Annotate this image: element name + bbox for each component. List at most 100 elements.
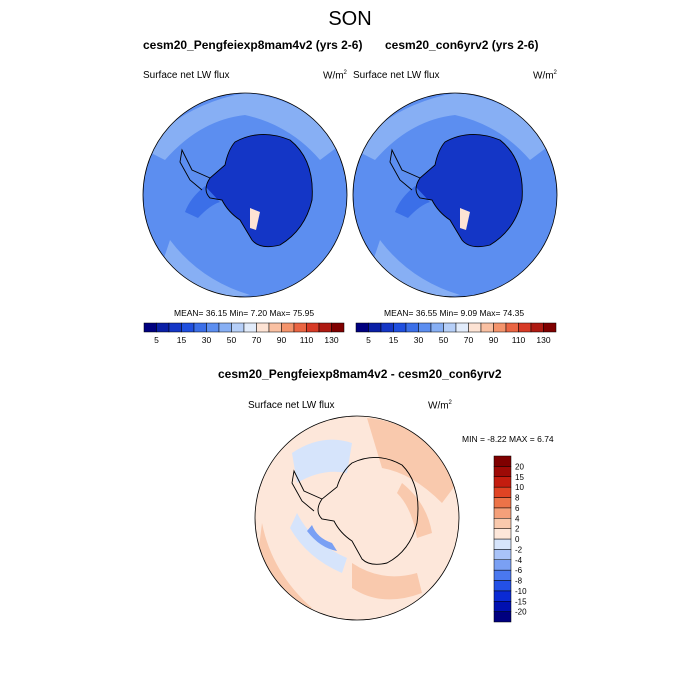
colorbar-tick-label: 0 xyxy=(515,535,520,544)
panel3-region-background xyxy=(255,416,459,620)
panel1-colorbar: 5 15 30 50 70 90 110 130 xyxy=(143,322,345,345)
colorbar-box xyxy=(331,322,345,333)
colorbar-box xyxy=(268,322,282,333)
panel1-title: cesm20_Pengfeiexp8mam4v2 (yrs 2-6) xyxy=(143,38,363,52)
panel3-coastline xyxy=(317,457,419,565)
colorbar-box xyxy=(443,322,457,333)
colorbar-box xyxy=(318,322,332,333)
panel1-region-coastal-ice xyxy=(185,186,220,218)
colorbar-box xyxy=(455,322,469,333)
panel3-colorbar-boxes xyxy=(493,455,512,623)
colorbar-tick-label: 15 xyxy=(177,335,187,345)
panel3-region-strong-negative xyxy=(307,525,337,551)
colorbar-box xyxy=(530,322,544,333)
colorbar-tick-label: -8 xyxy=(515,577,523,586)
panel2-region-outer-ocean-north xyxy=(355,93,550,160)
colorbar-box xyxy=(493,528,512,540)
colorbar-box xyxy=(156,322,170,333)
panel1-region-outer-ocean-north xyxy=(145,93,340,160)
panel3-map-border xyxy=(254,415,460,621)
colorbar-box xyxy=(281,322,295,333)
colorbar-box xyxy=(493,322,507,333)
panel2-stats: MEAN= 36.55 Min= 9.09 Max= 74.35 xyxy=(384,308,525,318)
colorbar-tick-label: -4 xyxy=(515,556,523,565)
panel2-colorbar-boxes xyxy=(355,322,557,333)
panel1-region-antarctica-interior xyxy=(206,134,313,247)
panel1-units-label: W/m2 xyxy=(323,70,347,82)
panel2-region-outer-ocean-south xyxy=(370,240,460,297)
colorbar-box xyxy=(493,611,512,623)
colorbar-box xyxy=(493,518,512,529)
colorbar-box xyxy=(493,455,512,467)
colorbar-box xyxy=(543,322,557,333)
colorbar-box xyxy=(306,322,320,333)
colorbar-tick-label: 30 xyxy=(414,335,424,345)
panel2-colorbar: 5 15 30 50 70 90 110 130 xyxy=(355,322,557,345)
colorbar-box xyxy=(380,322,394,333)
colorbar-box xyxy=(493,476,512,488)
colorbar-box xyxy=(368,322,382,333)
colorbar-tick-label: -15 xyxy=(515,597,527,606)
colorbar-box xyxy=(393,322,407,333)
colorbar-tick-label: 70 xyxy=(252,335,262,345)
panel3-units-label: W/m2 xyxy=(428,400,452,412)
colorbar-box xyxy=(518,322,532,333)
colorbar-box xyxy=(243,322,257,333)
colorbar-box xyxy=(218,322,232,333)
panel2-colorbar-labels: 5 15 30 50 70 90 110 130 xyxy=(366,335,551,345)
colorbar-tick-label: -10 xyxy=(515,587,527,596)
panel3-region-positive-north xyxy=(367,418,457,503)
colorbar-box xyxy=(193,322,207,333)
panel2-coastline xyxy=(415,134,523,248)
colorbar-tick-label: 70 xyxy=(464,335,474,345)
colorbar-box xyxy=(405,322,419,333)
colorbar-box xyxy=(430,322,444,333)
colorbar-box xyxy=(493,486,512,498)
panel3-stats: MIN = -8.22 MAX = 6.74 xyxy=(462,434,554,444)
colorbar-tick-label: 90 xyxy=(277,335,287,345)
panel3-peninsula-coastline xyxy=(291,469,323,512)
colorbar-tick-label: 6 xyxy=(515,504,520,513)
panel1-colorbar-boxes xyxy=(143,322,345,333)
colorbar-box xyxy=(493,559,512,571)
panel2-units-label: W/m2 xyxy=(533,70,557,82)
panel1-region-ross-sector xyxy=(250,208,260,230)
colorbar-box xyxy=(493,549,512,560)
colorbar-tick-label: 110 xyxy=(512,335,526,345)
colorbar-tick-label: 90 xyxy=(489,335,499,345)
colorbar-box xyxy=(231,322,245,333)
season-title: SON xyxy=(328,8,372,30)
panel3-region-positive-east xyxy=(397,483,432,538)
panel2-region-coastal-ice xyxy=(395,186,430,218)
colorbar-tick-label: 15 xyxy=(389,335,399,345)
panel3-region-negative-north xyxy=(292,439,352,483)
colorbar-tick-label: 5 xyxy=(154,335,159,345)
panel3-title: cesm20_Pengfeiexp8mam4v2 - cesm20_con6yr… xyxy=(218,367,502,381)
colorbar-tick-label: 10 xyxy=(515,483,524,492)
panel1-map-border xyxy=(142,92,348,298)
colorbar-tick-label: 30 xyxy=(202,335,212,345)
colorbar-tick-label: 20 xyxy=(515,462,524,471)
panel1-map xyxy=(142,92,348,298)
colorbar-tick-label: -20 xyxy=(515,608,527,617)
panel2-peninsula-coastline xyxy=(389,148,421,191)
panel3-region-negative-coast xyxy=(290,513,347,573)
colorbar-box xyxy=(493,601,512,612)
colorbar-tick-label: 50 xyxy=(227,335,237,345)
colorbar-box xyxy=(256,322,270,333)
panel1-stats: MEAN= 36.15 Min= 7.20 Max= 75.95 xyxy=(174,308,315,318)
colorbar-box xyxy=(168,322,182,333)
colorbar-tick-label: 4 xyxy=(515,514,520,523)
colorbar-box xyxy=(493,569,512,581)
panel3-variable-label: Surface net LW flux xyxy=(248,400,335,411)
panel1-colorbar-labels: 5 15 30 50 70 90 110 130 xyxy=(154,335,339,345)
panel1-peninsula-coastline xyxy=(179,148,211,191)
panel2-variable-label: Surface net LW flux xyxy=(353,70,440,81)
colorbar-tick-label: -2 xyxy=(515,545,523,554)
colorbar-tick-label: 8 xyxy=(515,494,520,503)
panel2-title: cesm20_con6yrv2 (yrs 2-6) xyxy=(385,38,539,52)
colorbar-tick-label: 5 xyxy=(366,335,371,345)
panel3-map xyxy=(254,415,460,621)
